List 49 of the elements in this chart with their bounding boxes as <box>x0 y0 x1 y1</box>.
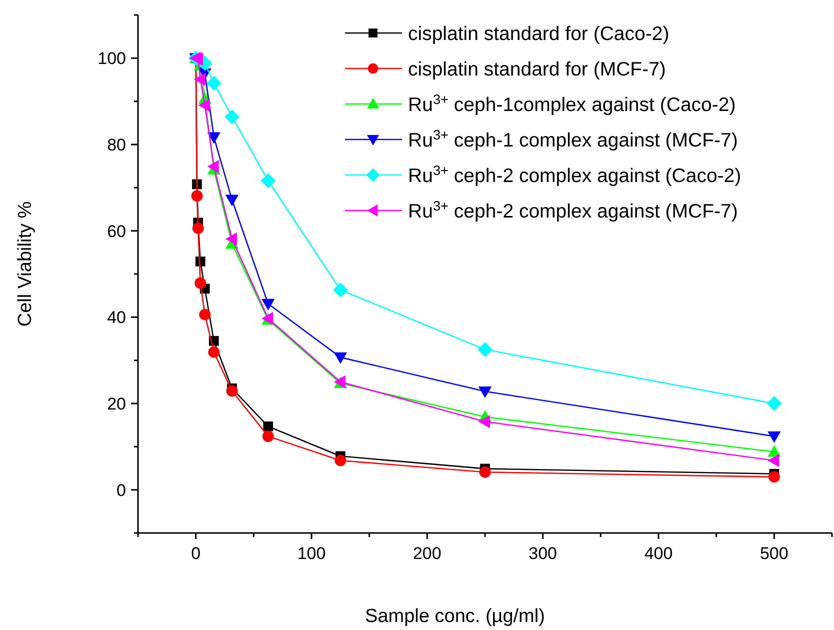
legend-label: Ru$^{3+}$ ceph-1 complex against (MCF-7) <box>408 127 738 152</box>
x-tick-label: 200 <box>412 544 442 563</box>
point <box>191 190 203 202</box>
point <box>334 454 346 466</box>
point <box>768 431 781 443</box>
point <box>768 454 780 468</box>
point <box>263 421 274 432</box>
point <box>225 194 239 206</box>
y-tick-label: 100 <box>98 49 126 68</box>
point <box>478 342 492 357</box>
x-tick-label: 500 <box>760 544 788 563</box>
x-tick-label: 300 <box>528 544 558 563</box>
x-axis-title: Sample conc. (µg/ml) <box>365 606 545 627</box>
point <box>194 72 206 86</box>
point <box>198 98 210 112</box>
point <box>207 160 219 174</box>
point <box>206 76 222 91</box>
point <box>334 352 348 364</box>
legend-label: Ru$^{3+}$ ceph-2 complex against (MCF-7) <box>408 198 738 222</box>
x-tick-label: 400 <box>644 544 673 563</box>
legend-label: cisplatin standard for (MCF-7) <box>408 58 666 80</box>
point <box>260 173 276 188</box>
y-tick-label: 0 <box>116 480 126 500</box>
point <box>262 430 274 442</box>
point <box>478 386 492 398</box>
point <box>766 396 782 411</box>
y-tick-label: 40 <box>107 308 126 328</box>
legend-label: Ru$^{3+}$ ceph-2 complex against (Caco-2) <box>408 162 742 187</box>
legend-label: cisplatin standard for (Caco-2) <box>408 23 670 45</box>
y-axis-title: Cell Viability % <box>15 201 36 327</box>
legend-label: Ru$^{3+}$ ceph-1complex against (Caco-2) <box>408 92 736 116</box>
point <box>478 415 490 428</box>
point <box>194 277 206 289</box>
x-tick-label: 0 <box>191 544 201 563</box>
y-tick-label: 80 <box>107 136 126 154</box>
point <box>208 346 220 358</box>
point <box>192 222 204 234</box>
point <box>479 466 491 478</box>
point <box>332 282 348 298</box>
y-tick-label: 60 <box>107 222 126 241</box>
point <box>207 132 220 144</box>
point <box>225 232 237 246</box>
point <box>199 308 211 320</box>
y-tick-label: 20 <box>107 394 126 414</box>
point <box>768 471 780 483</box>
point <box>224 109 240 124</box>
point <box>226 385 238 397</box>
point <box>262 298 275 310</box>
x-tick-label: 100 <box>297 544 326 563</box>
